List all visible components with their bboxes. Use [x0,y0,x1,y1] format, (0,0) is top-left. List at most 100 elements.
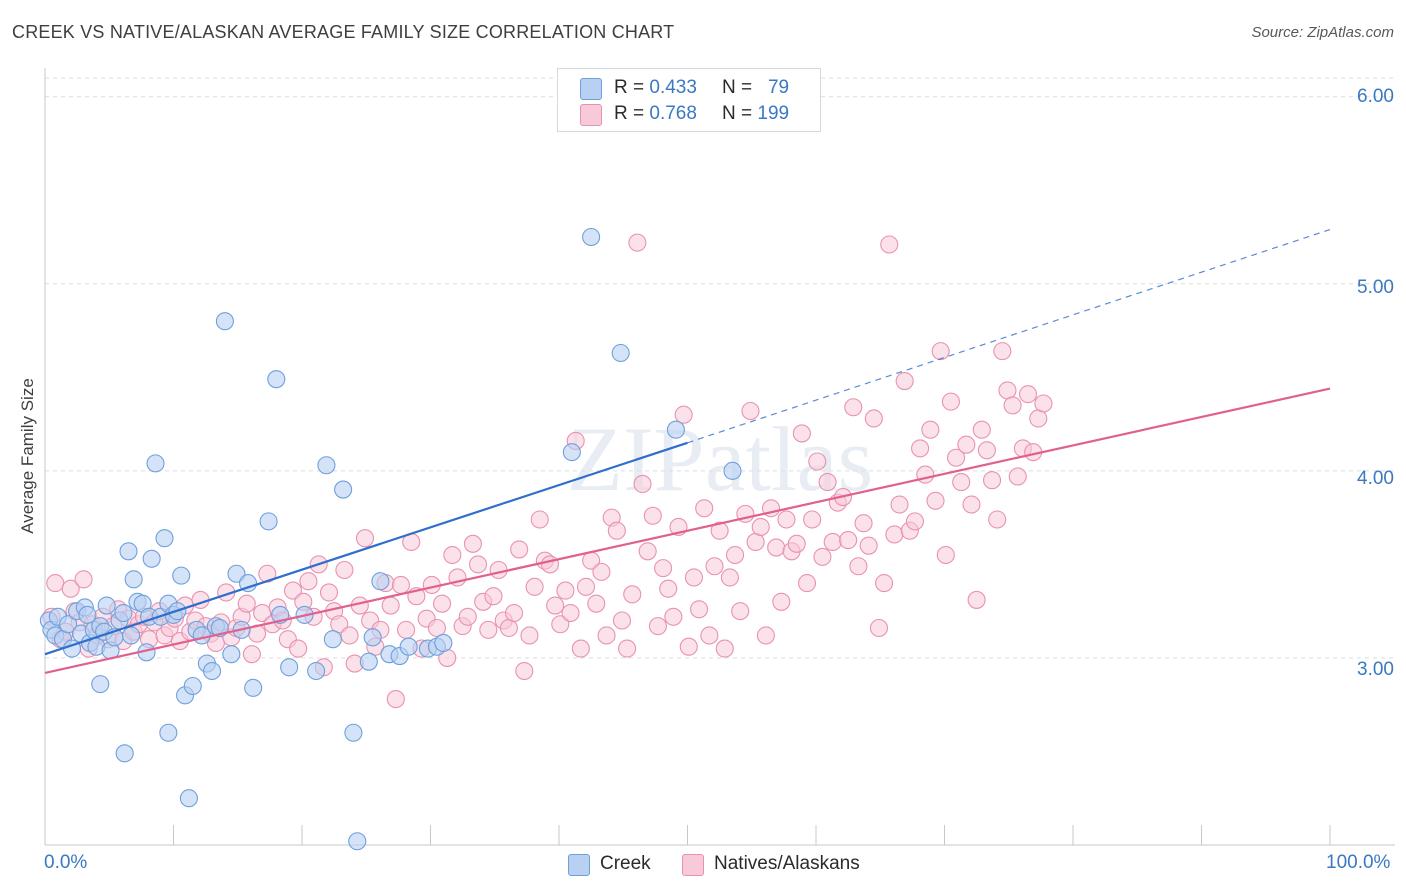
point-natives [510,540,529,559]
point-natives [319,583,339,602]
legend-creek-n-value: 79 [767,77,790,98]
point-natives [839,531,858,550]
y-tick-label-5: 5.00 [1357,277,1394,298]
x-tick-label-max: 100.0% [1326,852,1391,873]
point-natives [340,626,359,645]
legend: R = 0.433 N = 79 R = 0.768 N = 199 [557,68,821,132]
point-natives [741,401,760,421]
point-natives [515,661,534,681]
point-natives [859,536,878,555]
point-natives [705,557,724,576]
point-natives [463,534,482,553]
point-natives [1034,394,1053,413]
point-natives [355,529,375,548]
legend-row-natives: R = 0.768 N = 199 [558,100,820,128]
point-natives [998,381,1017,400]
y-tick-label-6: 6.00 [1357,86,1394,107]
point-creek [146,454,165,473]
point-natives [556,581,575,600]
watermark: ZIPatlas [567,408,874,510]
point-natives [489,560,508,580]
point-natives [1029,409,1048,428]
point-creek [122,626,141,645]
point-natives [386,690,405,709]
point-creek [334,480,353,499]
point-natives [772,592,791,611]
point-natives [947,448,966,467]
point-natives [890,495,909,514]
point-creek [611,343,630,363]
point-natives [854,514,873,533]
point-creek [142,549,161,568]
point-natives [751,517,770,537]
point-natives [597,626,616,645]
point-natives [684,568,703,587]
point-natives [618,639,637,658]
point-natives [525,577,544,596]
point-natives [690,600,709,619]
point-natives [818,473,837,492]
point-creek [222,645,241,664]
point-natives [767,538,786,557]
point-creek [78,605,97,624]
point-natives [921,420,940,439]
legend-natives-n-label: N = [722,103,753,124]
legend-creek-n-label: N = [722,77,753,98]
point-natives [936,545,955,565]
point-natives [957,435,976,454]
point-natives [520,626,539,645]
point-natives [1003,396,1022,415]
point-natives [623,585,642,604]
trend-line-natives [44,387,1331,674]
point-creek [114,603,133,623]
point-creek [259,512,278,531]
chart-title: CREEK VS NATIVE/ALASKAN AVERAGE FAMILY S… [12,22,675,42]
point-creek [582,227,601,247]
point-natives [648,617,667,636]
point-natives [905,512,924,531]
point-natives [633,474,652,493]
point-natives [880,235,899,254]
point-natives [725,545,745,565]
point-natives [844,398,863,417]
point-natives [1008,467,1027,486]
point-natives [988,510,1007,529]
point-natives [638,542,657,561]
point-natives [664,607,683,626]
point-creek [215,312,234,331]
point-natives [607,521,626,540]
point-natives [972,420,991,439]
point-creek [183,676,202,696]
point-natives [700,626,719,645]
point-creek [155,529,174,548]
legend-creek-r-label: R = [614,77,645,98]
trend-line-creek [44,441,688,656]
point-natives [561,603,580,623]
point-natives [813,547,832,566]
point-natives [777,510,796,529]
legend-row-creek: R = 0.433 N = 79 [558,74,820,102]
point-natives [797,574,817,593]
point-natives [576,577,596,596]
point-natives [237,594,256,613]
point-natives [731,602,750,621]
point-natives [258,564,277,583]
point-natives [654,559,673,578]
point-creek [666,420,685,439]
point-natives [911,439,930,458]
trend-lines [44,228,1331,674]
point-creek [172,566,191,585]
point-creek [91,675,110,694]
point-natives [443,545,462,565]
point-natives [468,555,488,574]
point-natives [74,570,93,589]
point-natives [289,639,308,658]
point-natives [299,572,318,591]
point-natives [746,532,765,551]
point-natives [695,499,714,518]
point-creek [359,652,378,671]
chart-source: Source: ZipAtlas.com [1251,24,1394,41]
point-natives [61,579,80,598]
point-natives [458,607,477,626]
point-natives [397,620,416,639]
